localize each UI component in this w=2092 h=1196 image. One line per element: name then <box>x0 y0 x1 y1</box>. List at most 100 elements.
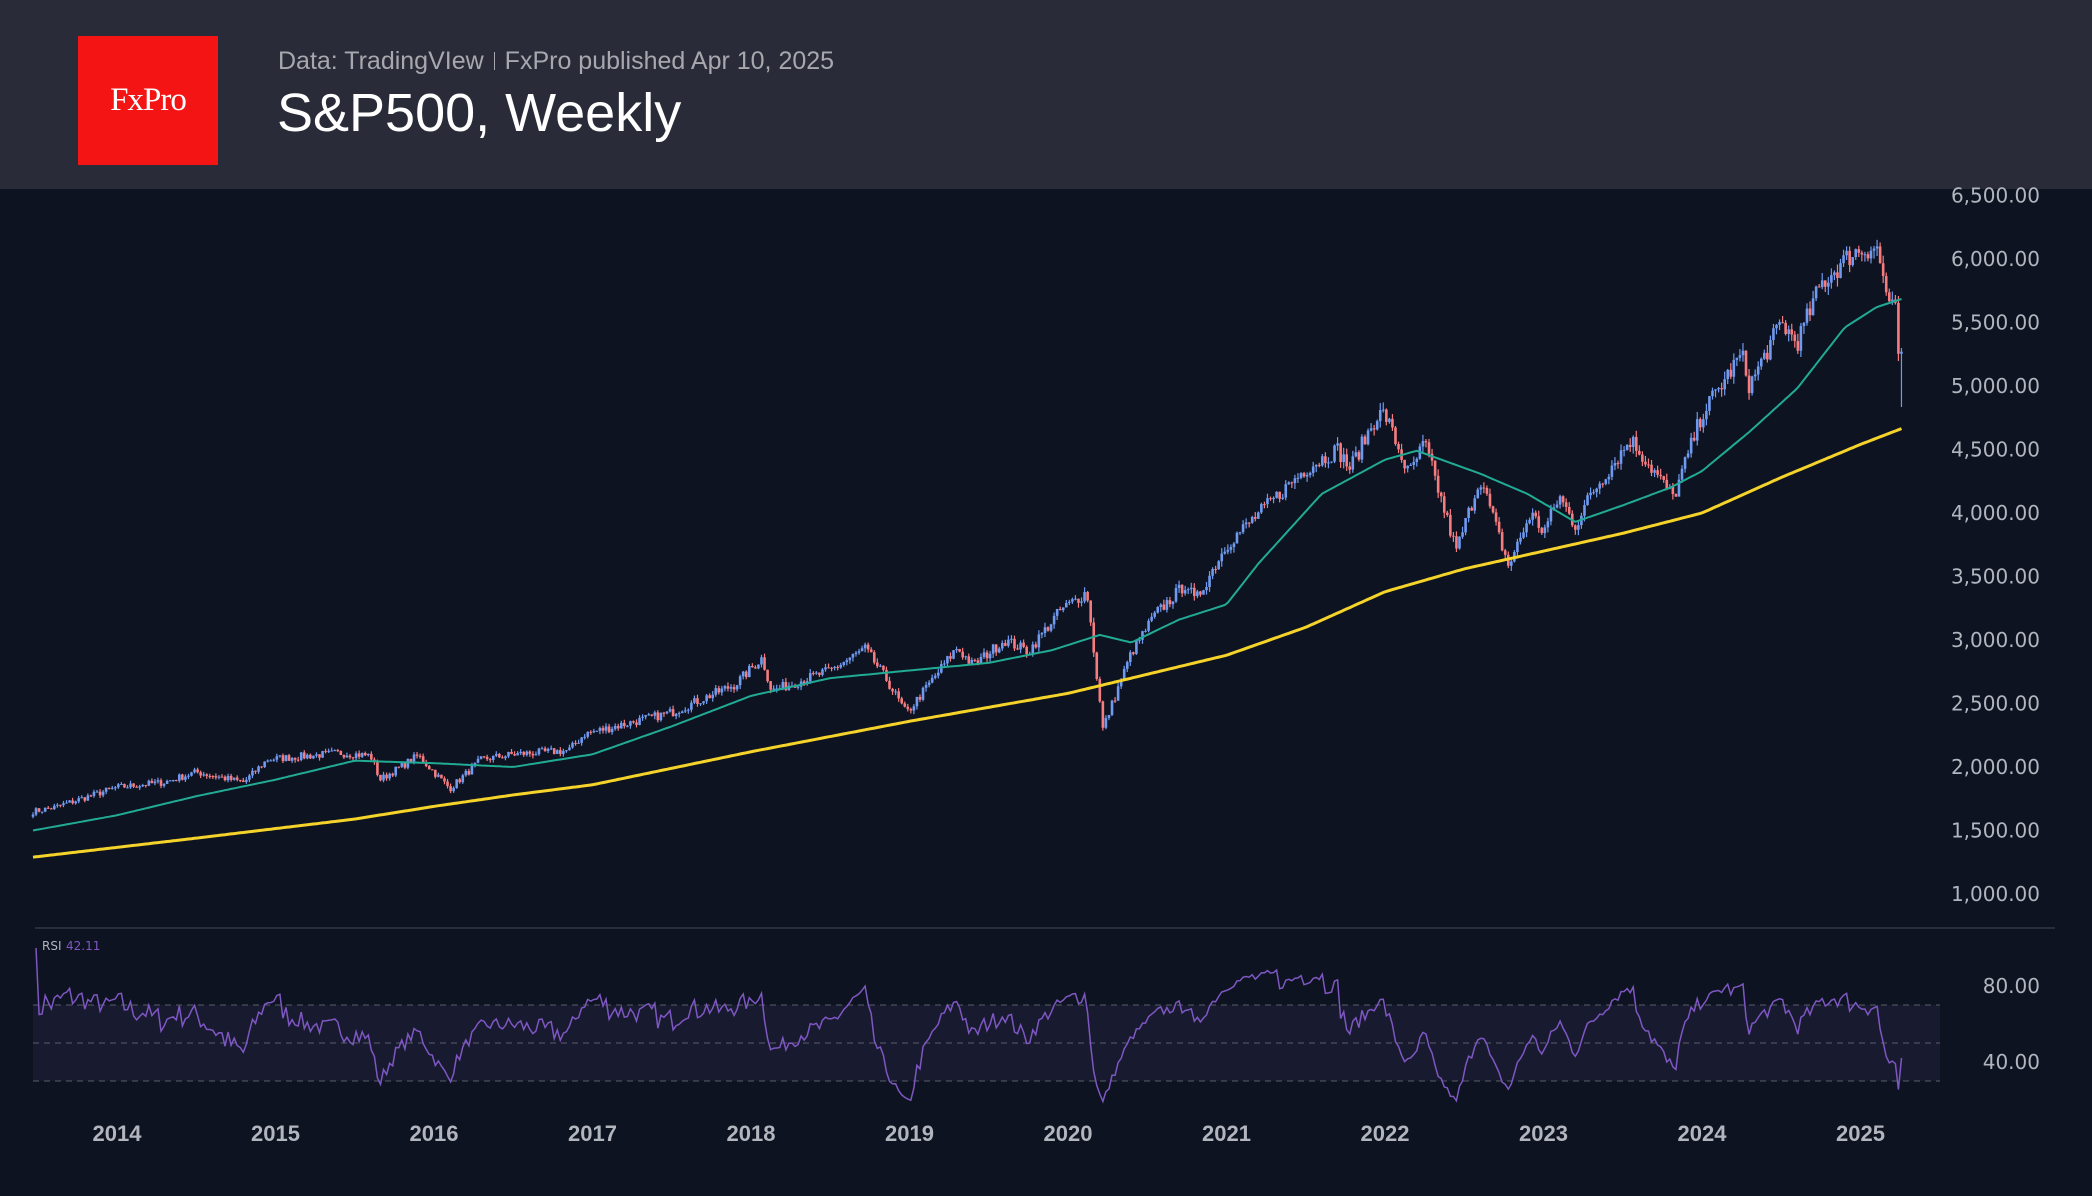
candle-down <box>46 807 50 809</box>
candle-up <box>1516 541 1519 553</box>
candle-down <box>1269 498 1272 500</box>
candle-up <box>1110 700 1114 716</box>
candle-down <box>766 669 769 682</box>
candle-up <box>1479 487 1483 490</box>
candle-down <box>1046 627 1050 631</box>
year-tick-label: 2016 <box>410 1121 459 1146</box>
candle-up <box>946 656 949 664</box>
candle-up <box>1104 717 1108 728</box>
candle-down <box>1199 591 1202 595</box>
ma-short-line <box>32 298 1902 832</box>
candle-up <box>1708 396 1711 411</box>
candle-down <box>1253 517 1257 519</box>
candle-up <box>1186 589 1190 591</box>
candle-down <box>421 756 425 763</box>
candle-down <box>1025 646 1028 655</box>
candle-up <box>933 675 937 678</box>
candle-up <box>894 691 897 693</box>
candle-up <box>327 750 330 752</box>
candle-up <box>92 791 96 796</box>
candle-down <box>1339 443 1342 463</box>
candle-down <box>891 688 894 692</box>
candle-up <box>549 748 553 750</box>
candle-up <box>1711 390 1714 397</box>
candle-up <box>1333 445 1336 462</box>
price-tick-label: 6,500.00 <box>1951 184 2040 208</box>
candle-down <box>1095 652 1099 680</box>
candle-up <box>757 664 760 669</box>
candle-up <box>1476 489 1480 499</box>
candle-up <box>1388 418 1391 422</box>
year-tick-label: 2021 <box>1202 1121 1251 1146</box>
candle-down <box>107 787 111 789</box>
candle-up <box>31 814 35 817</box>
candles <box>31 239 1903 819</box>
candle-up <box>1467 507 1470 518</box>
price-tick-label: 3,000.00 <box>1951 628 2040 652</box>
candle-up <box>1811 298 1815 316</box>
candle-up <box>854 652 858 655</box>
header: FxPro Data: TradingVIew FxPro published A… <box>0 0 2092 189</box>
candle-down <box>1567 506 1571 514</box>
candle-down <box>885 669 888 681</box>
candle-up <box>117 784 120 788</box>
candle-down <box>1016 648 1019 650</box>
candle-down <box>434 769 437 777</box>
candle-up <box>833 666 836 668</box>
price-tick-label: 3,500.00 <box>1951 565 2040 589</box>
candle-down <box>1500 532 1504 551</box>
candle-up <box>555 750 559 754</box>
candle-up <box>1592 492 1595 494</box>
candle-up <box>1717 388 1720 390</box>
candle-down <box>1674 494 1678 497</box>
candle-up <box>437 774 440 777</box>
candle-up <box>677 713 681 715</box>
candle-down <box>1644 461 1647 465</box>
candle-down <box>1497 521 1501 533</box>
candle-down <box>1446 512 1449 515</box>
candle-down <box>1503 550 1507 555</box>
candle-down <box>458 779 462 783</box>
candle-up <box>1799 326 1803 351</box>
candle-down <box>409 758 413 763</box>
candle-down <box>123 783 126 788</box>
candle-up <box>345 755 349 758</box>
price-axis: 1,000.00 1,500.00 2,000.00 2,500.00 3,000.00… <box>1951 184 2040 1075</box>
candle-down <box>589 731 593 733</box>
candle-up <box>138 786 141 788</box>
candle-up <box>863 644 867 649</box>
price-tick-label: 4,500.00 <box>1951 438 2040 462</box>
candle-up <box>516 753 519 756</box>
candle-down <box>1744 350 1748 376</box>
candle-up <box>808 673 812 682</box>
candle-up <box>1863 254 1867 256</box>
candle-up <box>321 751 324 758</box>
candle-up <box>153 781 157 784</box>
candle-up <box>455 779 458 788</box>
price-tick-label: 4,000.00 <box>1951 501 2040 525</box>
candle-up <box>1756 366 1760 375</box>
candle-down <box>1634 436 1638 451</box>
candle-up <box>1272 497 1275 500</box>
year-tick-label: 2022 <box>1361 1121 1410 1146</box>
candle-down <box>449 786 452 792</box>
price-tick-label: 2,000.00 <box>1951 755 2040 779</box>
time-axis: 2014 2015 2016 2017 2018 2019 2020 2021 2022 2023… <box>93 1121 1885 1146</box>
candle-up <box>1686 453 1690 458</box>
year-tick-label: 2018 <box>727 1121 776 1146</box>
candle-up <box>202 774 205 776</box>
candle-up <box>382 774 385 781</box>
candle-up <box>1031 644 1035 654</box>
candle-up <box>821 669 824 675</box>
candle-up <box>104 787 108 792</box>
candle-down <box>1449 514 1452 536</box>
candle-up <box>461 775 465 783</box>
candle-up <box>1196 591 1199 597</box>
candle-down <box>443 778 446 782</box>
candle-up <box>943 663 946 665</box>
candle-down <box>836 666 839 668</box>
candle-down <box>196 769 199 773</box>
candle-down <box>293 757 297 760</box>
candle-up <box>495 753 498 756</box>
